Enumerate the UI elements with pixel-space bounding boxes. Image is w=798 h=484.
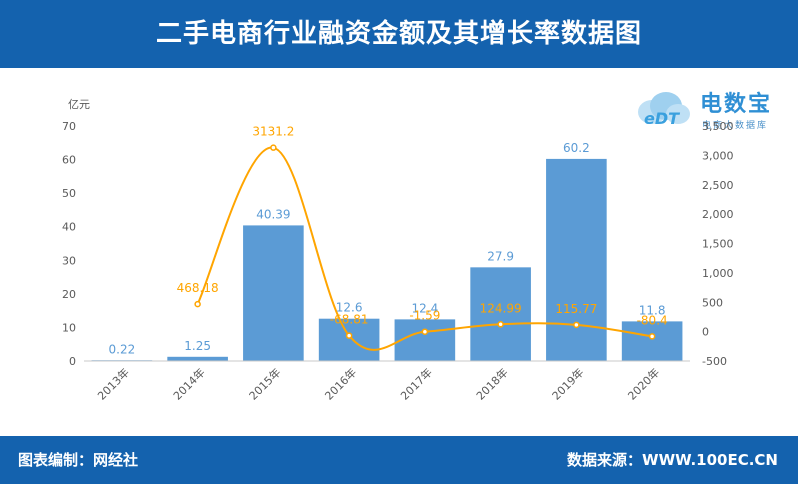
- growth-rate-line: [196, 146, 653, 351]
- chart-footer: 图表编制：网经社 数据来源：WWW.100EC.CN: [0, 436, 798, 484]
- y-tick-label: 60: [62, 154, 76, 167]
- x-tick-label: 2018年: [473, 365, 510, 402]
- line-data-label: 115.77: [555, 302, 597, 316]
- bar-data-label: 11.8: [639, 303, 666, 317]
- y2-tick-label: 1,000: [702, 267, 734, 280]
- bar: [167, 356, 228, 361]
- logo-subtitle: 电商大数据库: [702, 121, 769, 131]
- y2-tick-label: 0: [702, 326, 709, 339]
- x-tick-label: 2013年: [95, 365, 132, 402]
- line-data-label: -1.59: [409, 309, 440, 323]
- bar: [243, 225, 304, 361]
- bar-data-label: 60.2: [563, 141, 590, 155]
- x-tick-label: 2017年: [398, 365, 435, 402]
- bar-data-label: 0.22: [109, 342, 136, 356]
- y-tick-label: 50: [62, 187, 76, 200]
- footer-credit: 图表编制：网经社: [18, 451, 139, 469]
- bar: [546, 158, 607, 361]
- cloud-logo-icon: eDT: [638, 92, 690, 128]
- bar: [394, 319, 456, 361]
- bar-data-label: 40.39: [256, 207, 290, 221]
- y-tick-label: 20: [62, 288, 76, 301]
- y2-tick-label: -500: [702, 355, 727, 368]
- y2-tick-label: 1,500: [702, 238, 734, 251]
- y-tick-label: 40: [62, 221, 76, 234]
- line-point: [345, 332, 353, 339]
- line-data-label: -68.81: [330, 313, 369, 327]
- y2-tick-label: 500: [702, 296, 723, 309]
- bar-line-chart: 亿元 0 10 20 30 40 50 60 70 -500 0 500 1,000 1,500 2,000…: [62, 98, 734, 403]
- line-point: [421, 328, 429, 335]
- y-axis-unit-label: 亿元: [68, 98, 90, 111]
- y2-tick-label: 3,000: [702, 149, 734, 162]
- footer-source: 数据来源：WWW.100EC.CN: [567, 451, 778, 469]
- line-data-label: 468.18: [177, 281, 219, 295]
- y2-tick-label: 2,500: [702, 179, 734, 192]
- line-data-label: -80.4: [637, 313, 668, 327]
- x-tick-label: 2019年: [549, 365, 586, 402]
- line-point: [573, 321, 580, 329]
- line-point: [497, 321, 504, 328]
- bar: [470, 267, 531, 361]
- bar-data-label: 1.25: [184, 339, 211, 353]
- line-point: [194, 300, 201, 308]
- bar: [318, 318, 380, 361]
- chart-title: 二手电商行业融资金额及其增长率数据图: [155, 19, 642, 49]
- line-point: [648, 333, 656, 340]
- bar-data-label: 12.6: [336, 301, 363, 315]
- bar-data-label: 12.4: [412, 301, 439, 315]
- x-tick-label: 2014年: [170, 365, 207, 402]
- y-tick-label: 30: [62, 254, 76, 267]
- line-data-label: 124.99: [480, 301, 522, 315]
- logo-badge-text: eDT: [644, 109, 680, 128]
- brand-logo: eDT 电数宝 电商大数据库: [632, 86, 772, 136]
- y2-tick-label: 3,500: [702, 120, 734, 133]
- y-tick-label: 70: [62, 120, 76, 133]
- logo-name: 电数宝: [700, 92, 773, 117]
- chart-header: 二手电商行业融资金额及其增长率数据图: [0, 0, 798, 68]
- x-tick-label: 2015年: [246, 365, 283, 402]
- bar-data-label: 27.9: [487, 249, 514, 263]
- bar: [621, 321, 683, 361]
- x-tick-label: 2020年: [625, 365, 662, 402]
- line-point: [270, 144, 277, 151]
- y2-tick-label: 2,000: [702, 208, 734, 221]
- y-tick-label: 0: [69, 355, 76, 368]
- x-tick-label: 2016年: [322, 365, 359, 402]
- line-data-label: 3131.2: [252, 125, 294, 139]
- y-tick-label: 10: [62, 321, 76, 334]
